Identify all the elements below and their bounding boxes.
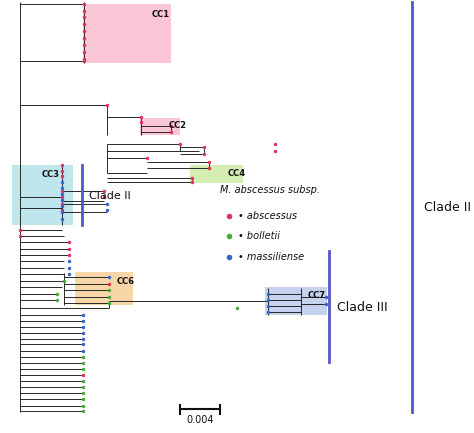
Text: Clade II: Clade II [89,191,131,201]
Text: • massiliense: • massiliense [238,252,305,262]
Bar [140,118,180,135]
Bar [75,272,133,305]
Bar [83,4,171,63]
Text: CC1: CC1 [152,10,170,19]
Text: CC7: CC7 [308,291,326,300]
Text: Clade III: Clade III [337,301,387,314]
Text: 0.004: 0.004 [186,415,214,425]
Text: • bolletii: • bolletii [238,231,281,242]
Bar [190,165,243,183]
Text: CC6: CC6 [116,277,134,286]
Text: CC4: CC4 [228,169,246,178]
Text: M. abscessus subsp.: M. abscessus subsp. [220,185,320,195]
Text: • abscessus: • abscessus [238,210,298,221]
Bar [265,287,327,315]
Text: CC2: CC2 [168,121,186,130]
Text: Clade II: Clade II [424,201,471,214]
Bar [12,165,73,225]
Text: CC3: CC3 [42,170,60,179]
